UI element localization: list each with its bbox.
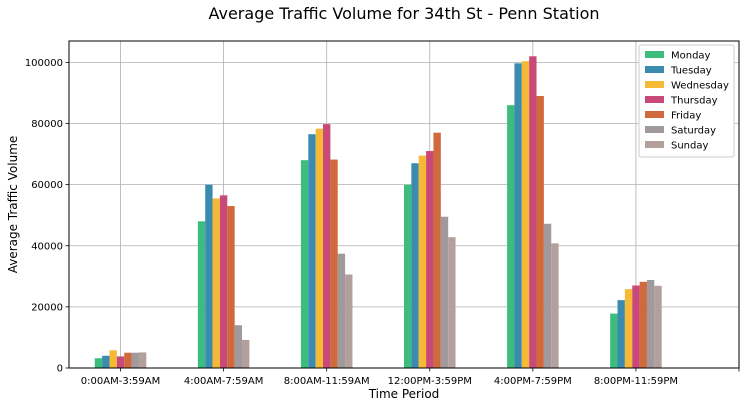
bar-wednesday-3 bbox=[418, 155, 427, 368]
bar-tuesday-0 bbox=[102, 355, 110, 368]
bar-thursday-1 bbox=[219, 195, 228, 368]
legend-swatch bbox=[645, 111, 664, 118]
bar-wednesday-1 bbox=[212, 198, 220, 368]
x-tick-label: 8:00AM-11:59AM bbox=[284, 376, 370, 387]
bar-thursday-3 bbox=[426, 151, 434, 368]
legend-swatch bbox=[645, 96, 664, 103]
bar-tuesday-4 bbox=[514, 63, 522, 368]
legend-label: Sunday bbox=[671, 141, 708, 152]
legend-label: Saturday bbox=[671, 126, 716, 137]
bar-saturday-1 bbox=[234, 325, 243, 368]
bar-monday-1 bbox=[197, 221, 206, 368]
chart-title: Average Traffic Volume for 34th St - Pen… bbox=[208, 4, 599, 23]
bar-sunday-5 bbox=[654, 285, 662, 368]
bar-wednesday-5 bbox=[624, 289, 633, 368]
x-tick-label: 12:00PM-3:59PM bbox=[388, 376, 472, 387]
bar-sunday-1 bbox=[242, 339, 250, 368]
bar-monday-2 bbox=[300, 160, 309, 368]
bar-sunday-3 bbox=[448, 237, 456, 368]
y-tick-label: 40000 bbox=[31, 241, 63, 252]
y-tick-label: 80000 bbox=[31, 119, 63, 130]
y-tick-label: 0 bbox=[57, 364, 63, 375]
bar-saturday-5 bbox=[646, 279, 655, 368]
y-tick-label: 20000 bbox=[31, 302, 63, 313]
legend-swatch bbox=[645, 66, 664, 73]
legend-label: Wednesday bbox=[671, 81, 729, 92]
bar-thursday-5 bbox=[632, 285, 640, 368]
x-axis-label: Time Period bbox=[368, 387, 440, 401]
legend-swatch bbox=[645, 81, 664, 88]
bar-saturday-3 bbox=[440, 216, 449, 368]
legend-label: Thursday bbox=[670, 96, 718, 107]
bar-friday-5 bbox=[639, 281, 647, 368]
bar-friday-3 bbox=[433, 132, 441, 368]
legend-swatch bbox=[645, 126, 664, 133]
bar-monday-5 bbox=[610, 313, 618, 368]
legend-label: Monday bbox=[671, 51, 711, 62]
y-tick-label: 100000 bbox=[25, 58, 63, 69]
x-tick-label: 4:00AM-7:59AM bbox=[184, 376, 263, 387]
bar-sunday-2 bbox=[345, 274, 353, 368]
bar-friday-0 bbox=[124, 352, 132, 368]
bar-wednesday-4 bbox=[521, 61, 530, 368]
legend-swatch bbox=[645, 141, 664, 148]
bar-saturday-2 bbox=[337, 253, 346, 368]
y-axis-ticks: 0 20000 40000 60000 80000 100000 bbox=[25, 58, 69, 375]
bar-tuesday-1 bbox=[205, 184, 213, 368]
y-tick-label: 60000 bbox=[31, 180, 63, 191]
x-tick-label: 4:00PM-7:59PM bbox=[494, 376, 572, 387]
bar-friday-4 bbox=[536, 96, 544, 369]
bar-tuesday-3 bbox=[411, 163, 419, 368]
y-axis-label: Average Traffic Volume bbox=[6, 136, 20, 274]
bar-monday-3 bbox=[404, 184, 412, 368]
x-tick-label: 0:00AM-3:59AM bbox=[81, 376, 160, 387]
legend-label: Friday bbox=[671, 111, 701, 122]
bar-thursday-0 bbox=[116, 356, 125, 368]
bar-saturday-4 bbox=[543, 223, 552, 368]
bar-thursday-4 bbox=[529, 56, 537, 369]
bar-wednesday-0 bbox=[109, 350, 117, 368]
bar-friday-2 bbox=[330, 159, 338, 368]
bar-sunday-0 bbox=[138, 352, 147, 368]
x-tick-label: 8:00PM-11:59PM bbox=[594, 376, 678, 387]
bar-monday-4 bbox=[507, 105, 515, 369]
legend: Monday Tuesday Wednesday Thursday Friday Satu… bbox=[638, 44, 735, 158]
bar-monday-0 bbox=[94, 358, 103, 368]
bar-tuesday-2 bbox=[308, 134, 316, 368]
bar-thursday-2 bbox=[323, 124, 331, 368]
x-axis-ticks: 0:00AM-3:59AM 4:00AM-7:59AM 8:00AM-11:59AM… bbox=[81, 368, 740, 387]
bar-friday-1 bbox=[227, 206, 235, 368]
bar-wednesday-2 bbox=[315, 128, 324, 368]
bar-saturday-0 bbox=[131, 352, 139, 368]
bar-tuesday-5 bbox=[617, 300, 625, 368]
bars-group bbox=[94, 56, 662, 369]
legend-label: Tuesday bbox=[670, 66, 712, 77]
legend-swatch bbox=[645, 51, 664, 58]
bar-sunday-4 bbox=[551, 243, 559, 368]
plot-frame bbox=[68, 40, 740, 369]
